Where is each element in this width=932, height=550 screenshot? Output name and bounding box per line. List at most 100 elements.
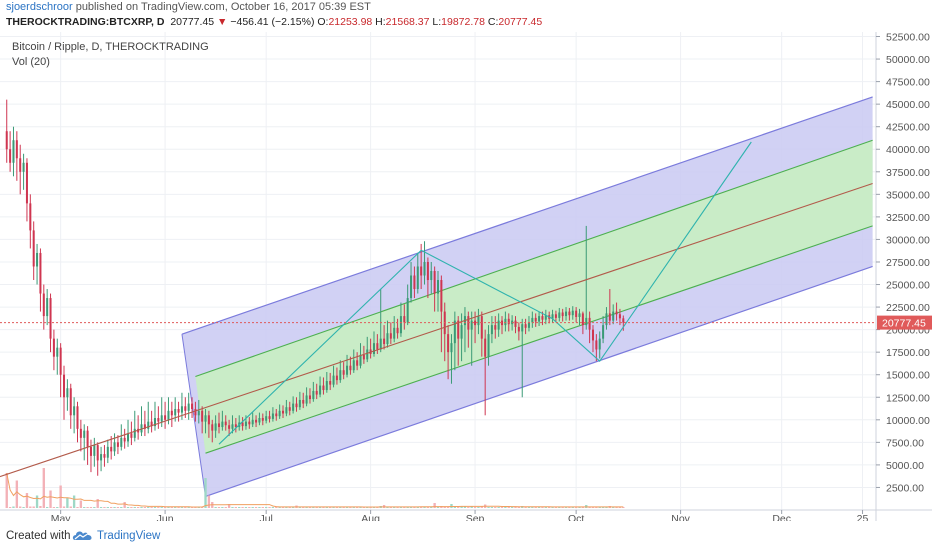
volume-bar [207, 495, 211, 508]
volume-bar [264, 507, 268, 508]
candle-body [325, 381, 328, 391]
publish-header: sjoerdschroor published on TradingView.c… [0, 0, 932, 32]
volume-bar [335, 507, 339, 508]
candle-body [96, 445, 99, 461]
y-tick-label: 5000.00 [886, 460, 924, 472]
candle [197, 399, 200, 424]
candle-body [608, 313, 611, 321]
candle [288, 401, 291, 416]
x-axis[interactable]: May Jun Jul Aug Sep Oct Nov Dec 25 [51, 510, 869, 521]
volume-bar [133, 507, 136, 508]
candle [258, 412, 261, 426]
y-tick-label: 52500.00 [886, 32, 930, 44]
volume-bar [595, 507, 598, 508]
volume-bar [52, 507, 56, 508]
candle [420, 243, 423, 290]
volume-bar [342, 507, 345, 508]
candle-body [69, 388, 72, 416]
candle [268, 410, 271, 423]
volume-bar [510, 507, 514, 508]
candle-body [66, 388, 69, 398]
volume-bar [430, 507, 433, 508]
candle-body [89, 446, 92, 456]
volume-bar [551, 507, 554, 508]
volume-bar [86, 507, 89, 508]
candle-body [120, 437, 123, 447]
volume-bar [76, 507, 79, 508]
candle-body [133, 428, 136, 438]
candle-body [514, 320, 517, 327]
price-chart[interactable]: 2500.00 5000.00 7500.00 10000.00 12500.00 150… [0, 32, 932, 521]
volume-bar [396, 507, 399, 508]
volume-bar [605, 507, 608, 508]
candle-body [565, 311, 568, 317]
volume-bar [531, 507, 534, 508]
last-price-marker: 20777.45 [877, 315, 932, 330]
candle [383, 325, 386, 350]
volume-bar [110, 507, 113, 508]
volume-bar [56, 507, 59, 508]
volume-bar [312, 507, 315, 508]
candle [234, 418, 237, 433]
candle [153, 401, 156, 431]
candle-body [531, 317, 534, 323]
candle [544, 309, 547, 325]
last-price-tag [877, 315, 932, 330]
candle [194, 401, 197, 422]
candle-body [73, 406, 76, 416]
candle-body [201, 410, 204, 422]
candle-body [187, 403, 190, 411]
volume-bar [514, 507, 517, 508]
publish-line: sjoerdschroor published on TradingView.c… [6, 1, 371, 13]
candle-body [568, 311, 571, 316]
candle [285, 399, 288, 417]
candle [292, 396, 295, 414]
y-tick-label: 7500.00 [886, 437, 924, 449]
volume-bar [150, 507, 153, 508]
y-tick-label: 45000.00 [886, 99, 930, 111]
candle [255, 415, 258, 428]
tradingview-brand-link[interactable]: TradingView [97, 530, 161, 542]
x-tick-label: Dec [772, 513, 791, 521]
volume-bar [568, 507, 571, 508]
volume-indicator-label: Vol (20) [12, 56, 50, 68]
candle [578, 308, 581, 326]
candle [241, 417, 244, 431]
candle [554, 310, 557, 323]
y-tick-label: 2500.00 [886, 482, 924, 494]
candle-body [319, 385, 322, 395]
candle [282, 405, 285, 419]
candle [120, 424, 123, 451]
volume-bar [39, 506, 42, 508]
candle-body [36, 252, 39, 267]
candle-body [261, 418, 264, 421]
volume-bar [544, 507, 547, 508]
volume-bar [433, 503, 436, 508]
volume-bar [349, 507, 352, 508]
volume-bar [457, 506, 460, 508]
volume-bar [386, 507, 389, 508]
y-axis[interactable]: 2500.00 5000.00 7500.00 10000.00 12500.00 150… [876, 32, 930, 494]
candle [416, 252, 419, 294]
candle-body [585, 317, 588, 326]
volume-bar [224, 507, 227, 508]
candle-body [497, 320, 500, 330]
candle-body [477, 316, 480, 326]
author-link[interactable]: sjoerdschroor [6, 1, 73, 13]
candle-body [366, 349, 369, 360]
candle [19, 144, 22, 195]
candle-body [551, 314, 554, 319]
candle [93, 437, 96, 467]
volume-bar [359, 507, 362, 508]
volume-bar [93, 507, 96, 508]
candle-body [534, 317, 537, 322]
volume-bar [497, 507, 500, 508]
y-tick-label: 47500.00 [886, 77, 930, 89]
candle [147, 401, 150, 434]
volume-bar [591, 507, 595, 508]
tradingview-cloud-icon [72, 531, 92, 540]
candle [487, 325, 490, 366]
volume-bar [25, 493, 29, 508]
volume-bar [329, 507, 332, 508]
volume-bar [443, 506, 446, 508]
